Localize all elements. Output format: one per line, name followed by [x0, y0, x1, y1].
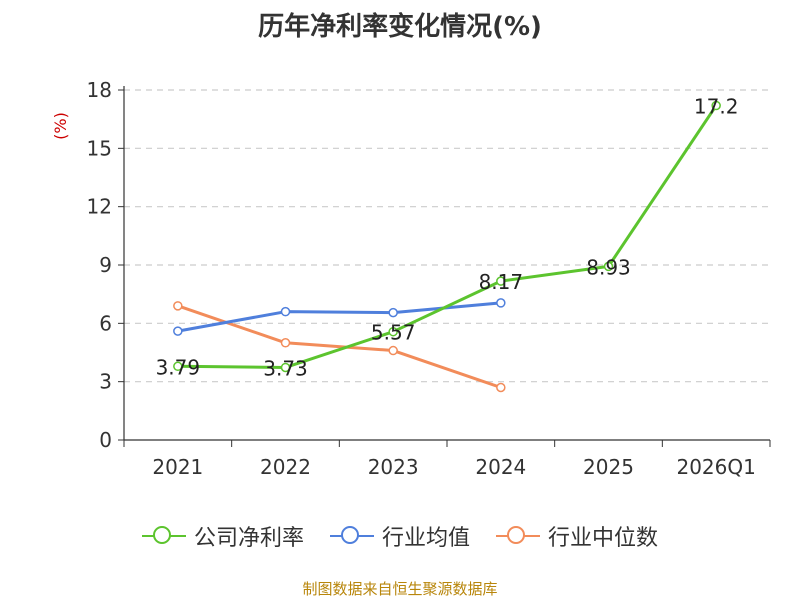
legend-swatch-industry-median [496, 526, 540, 546]
series-0-point-2026Q1[interactable] [711, 100, 721, 111]
series-0-point-2024[interactable] [496, 276, 506, 286]
x-tick-label-2025: 2025 [583, 455, 634, 479]
series-2-point-2022[interactable] [280, 338, 291, 348]
data-label-2021: 3.79 [156, 355, 201, 379]
legend-swatch-industry-mean [329, 526, 374, 546]
series-1-point-2022[interactable] [280, 306, 291, 317]
legend-item-industry-mean[interactable]: 行业均值 [329, 520, 470, 552]
series-2-point-2024[interactable] [496, 382, 506, 393]
data-label-2025: 8.93 [586, 255, 631, 279]
y-tick-label-12: 12 [87, 195, 112, 219]
y-tick-label-6: 6 [99, 311, 112, 335]
data-label-2024: 8.17 [479, 270, 524, 294]
legend-label-industry-mean: 行业均值 [381, 526, 470, 551]
series-1-point-2021[interactable] [173, 326, 183, 336]
legend-label-industry-median: 行业中位数 [548, 526, 659, 551]
x-tick-label-2021: 2021 [152, 455, 203, 479]
line-chart: 0 3 6 9 12 15 18 2021 2022 2023 2024 2025 2026Q1 (%) 3… [51, 78, 771, 479]
y-tick-label-15: 15 [87, 136, 112, 160]
series-0-point-2022[interactable] [280, 362, 291, 373]
series-0-point-2021[interactable] [173, 361, 183, 372]
legend-item-industry-median[interactable]: 行业中位数 [496, 520, 658, 552]
y-tick-label-3: 3 [99, 370, 112, 394]
legend-item-company[interactable]: 公司净利率 [141, 520, 304, 552]
y-tick-label-9: 9 [99, 253, 112, 277]
series-2-point-2021[interactable] [173, 301, 183, 311]
series-2-point-2023[interactable] [388, 345, 398, 356]
series-1-point-2024[interactable] [496, 298, 506, 308]
series-line-1 [177, 301, 501, 333]
x-tick-label-2022: 2022 [260, 455, 311, 479]
x-tick-label-2023: 2023 [368, 455, 419, 479]
y-tick-label-0: 0 [99, 428, 112, 452]
y-axis-label: (%) [51, 112, 70, 140]
legend: 公司净利率 行业均值 行业中位数 [0, 520, 800, 552]
series-0-point-2025[interactable] [603, 261, 614, 272]
chart-title: 历年净利率变化情况(%) [258, 12, 542, 42]
y-tick-label-18: 18 [87, 78, 112, 102]
series-line-0 [177, 104, 718, 369]
data-label-2023: 5.57 [371, 321, 416, 345]
x-tick-label-2024: 2024 [475, 455, 526, 479]
legend-swatch-company [141, 526, 186, 546]
x-tick-label-2026Q1: 2026Q1 [676, 455, 755, 479]
series-0-point-2023[interactable] [388, 326, 398, 337]
data-label-2022: 3.73 [263, 356, 308, 380]
legend-label-company: 公司净利率 [193, 526, 304, 551]
source-note: 制图数据来自恒生聚源数据库 [302, 580, 498, 598]
series-1-point-2023[interactable] [388, 307, 398, 318]
data-label-2026Q1: 17.2 [694, 95, 739, 119]
series-line-2 [177, 304, 502, 389]
